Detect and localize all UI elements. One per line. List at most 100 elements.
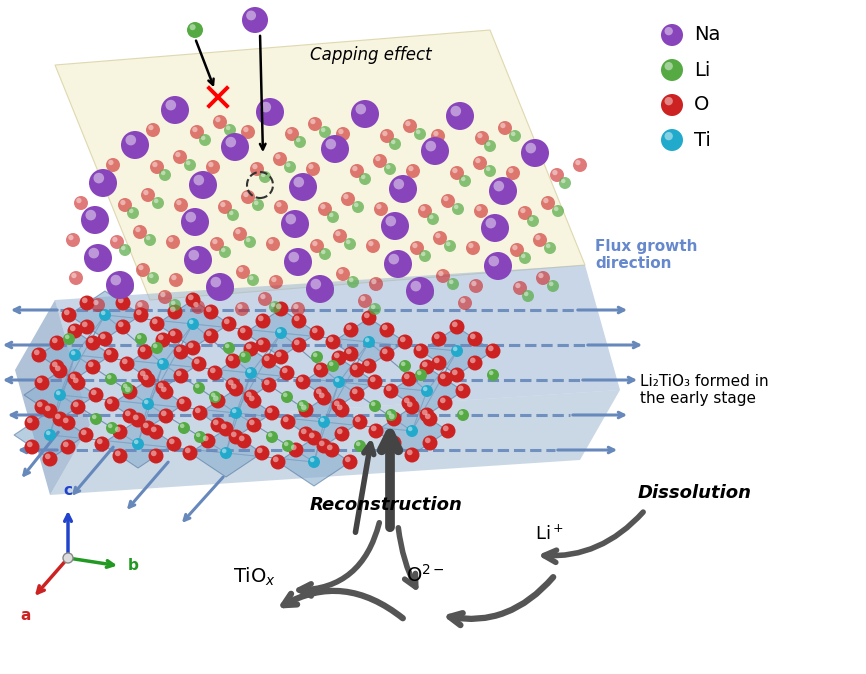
Circle shape xyxy=(210,367,216,373)
Circle shape xyxy=(282,367,288,373)
Circle shape xyxy=(533,233,547,247)
Circle shape xyxy=(350,164,364,178)
Circle shape xyxy=(440,373,446,379)
Circle shape xyxy=(311,279,321,289)
Circle shape xyxy=(554,207,559,211)
Circle shape xyxy=(333,376,345,388)
Circle shape xyxy=(345,456,351,462)
Circle shape xyxy=(434,357,440,363)
Circle shape xyxy=(313,363,328,377)
Circle shape xyxy=(170,330,176,336)
Circle shape xyxy=(149,274,153,278)
Circle shape xyxy=(141,188,155,202)
Circle shape xyxy=(334,400,339,406)
Circle shape xyxy=(262,353,276,369)
Circle shape xyxy=(121,245,126,250)
Circle shape xyxy=(204,328,218,344)
Circle shape xyxy=(264,355,269,361)
Polygon shape xyxy=(55,30,585,300)
Circle shape xyxy=(312,328,318,333)
Circle shape xyxy=(320,418,325,422)
Circle shape xyxy=(361,311,377,326)
Circle shape xyxy=(382,131,388,136)
Circle shape xyxy=(321,135,349,163)
Circle shape xyxy=(190,24,196,30)
Circle shape xyxy=(326,445,333,450)
Circle shape xyxy=(487,369,499,381)
Circle shape xyxy=(68,235,74,240)
Circle shape xyxy=(169,273,183,287)
Circle shape xyxy=(332,350,346,365)
Polygon shape xyxy=(288,398,360,446)
Circle shape xyxy=(403,119,417,133)
Circle shape xyxy=(204,305,218,319)
Polygon shape xyxy=(24,371,96,419)
Circle shape xyxy=(221,247,225,252)
Circle shape xyxy=(106,422,118,434)
Circle shape xyxy=(224,124,236,136)
Circle shape xyxy=(276,303,281,309)
Circle shape xyxy=(298,377,304,382)
Circle shape xyxy=(321,127,326,132)
Circle shape xyxy=(216,117,221,122)
Circle shape xyxy=(136,263,150,277)
Circle shape xyxy=(310,119,315,124)
Circle shape xyxy=(369,303,381,315)
Circle shape xyxy=(218,421,234,437)
Circle shape xyxy=(281,415,295,429)
Circle shape xyxy=(27,417,33,423)
Circle shape xyxy=(184,159,196,171)
Circle shape xyxy=(45,454,50,459)
Circle shape xyxy=(413,279,427,293)
Circle shape xyxy=(379,322,395,338)
Circle shape xyxy=(133,225,147,239)
Circle shape xyxy=(280,365,294,381)
Circle shape xyxy=(256,98,284,126)
Circle shape xyxy=(189,250,199,260)
Circle shape xyxy=(436,233,441,238)
Circle shape xyxy=(246,344,252,349)
Circle shape xyxy=(161,410,166,417)
Circle shape xyxy=(664,27,673,35)
Circle shape xyxy=(106,350,112,355)
Circle shape xyxy=(521,139,549,167)
Circle shape xyxy=(453,346,457,351)
Circle shape xyxy=(306,162,320,176)
Circle shape xyxy=(186,160,191,165)
Circle shape xyxy=(547,280,559,292)
Circle shape xyxy=(380,129,394,143)
Circle shape xyxy=(194,359,199,364)
Circle shape xyxy=(167,305,183,319)
Circle shape xyxy=(105,373,117,385)
Circle shape xyxy=(329,212,333,217)
Circle shape xyxy=(121,382,133,394)
Circle shape xyxy=(289,173,317,201)
Circle shape xyxy=(91,298,105,312)
Circle shape xyxy=(152,197,164,209)
Circle shape xyxy=(319,392,325,398)
Polygon shape xyxy=(333,318,405,366)
Circle shape xyxy=(413,344,429,359)
Circle shape xyxy=(308,456,320,468)
Circle shape xyxy=(140,421,156,435)
Circle shape xyxy=(139,265,144,270)
Circle shape xyxy=(350,386,365,402)
Circle shape xyxy=(459,410,463,415)
Circle shape xyxy=(122,282,134,294)
Circle shape xyxy=(372,279,377,284)
Circle shape xyxy=(70,375,86,390)
Circle shape xyxy=(431,355,447,371)
Circle shape xyxy=(470,357,475,363)
Circle shape xyxy=(352,365,358,370)
Circle shape xyxy=(326,139,336,150)
Circle shape xyxy=(281,210,309,238)
Circle shape xyxy=(443,425,449,431)
Circle shape xyxy=(113,448,127,464)
Circle shape xyxy=(334,402,350,417)
Circle shape xyxy=(142,398,154,410)
Circle shape xyxy=(310,458,314,462)
Circle shape xyxy=(315,279,320,284)
Circle shape xyxy=(222,284,234,296)
Circle shape xyxy=(185,293,201,307)
Circle shape xyxy=(118,198,132,212)
